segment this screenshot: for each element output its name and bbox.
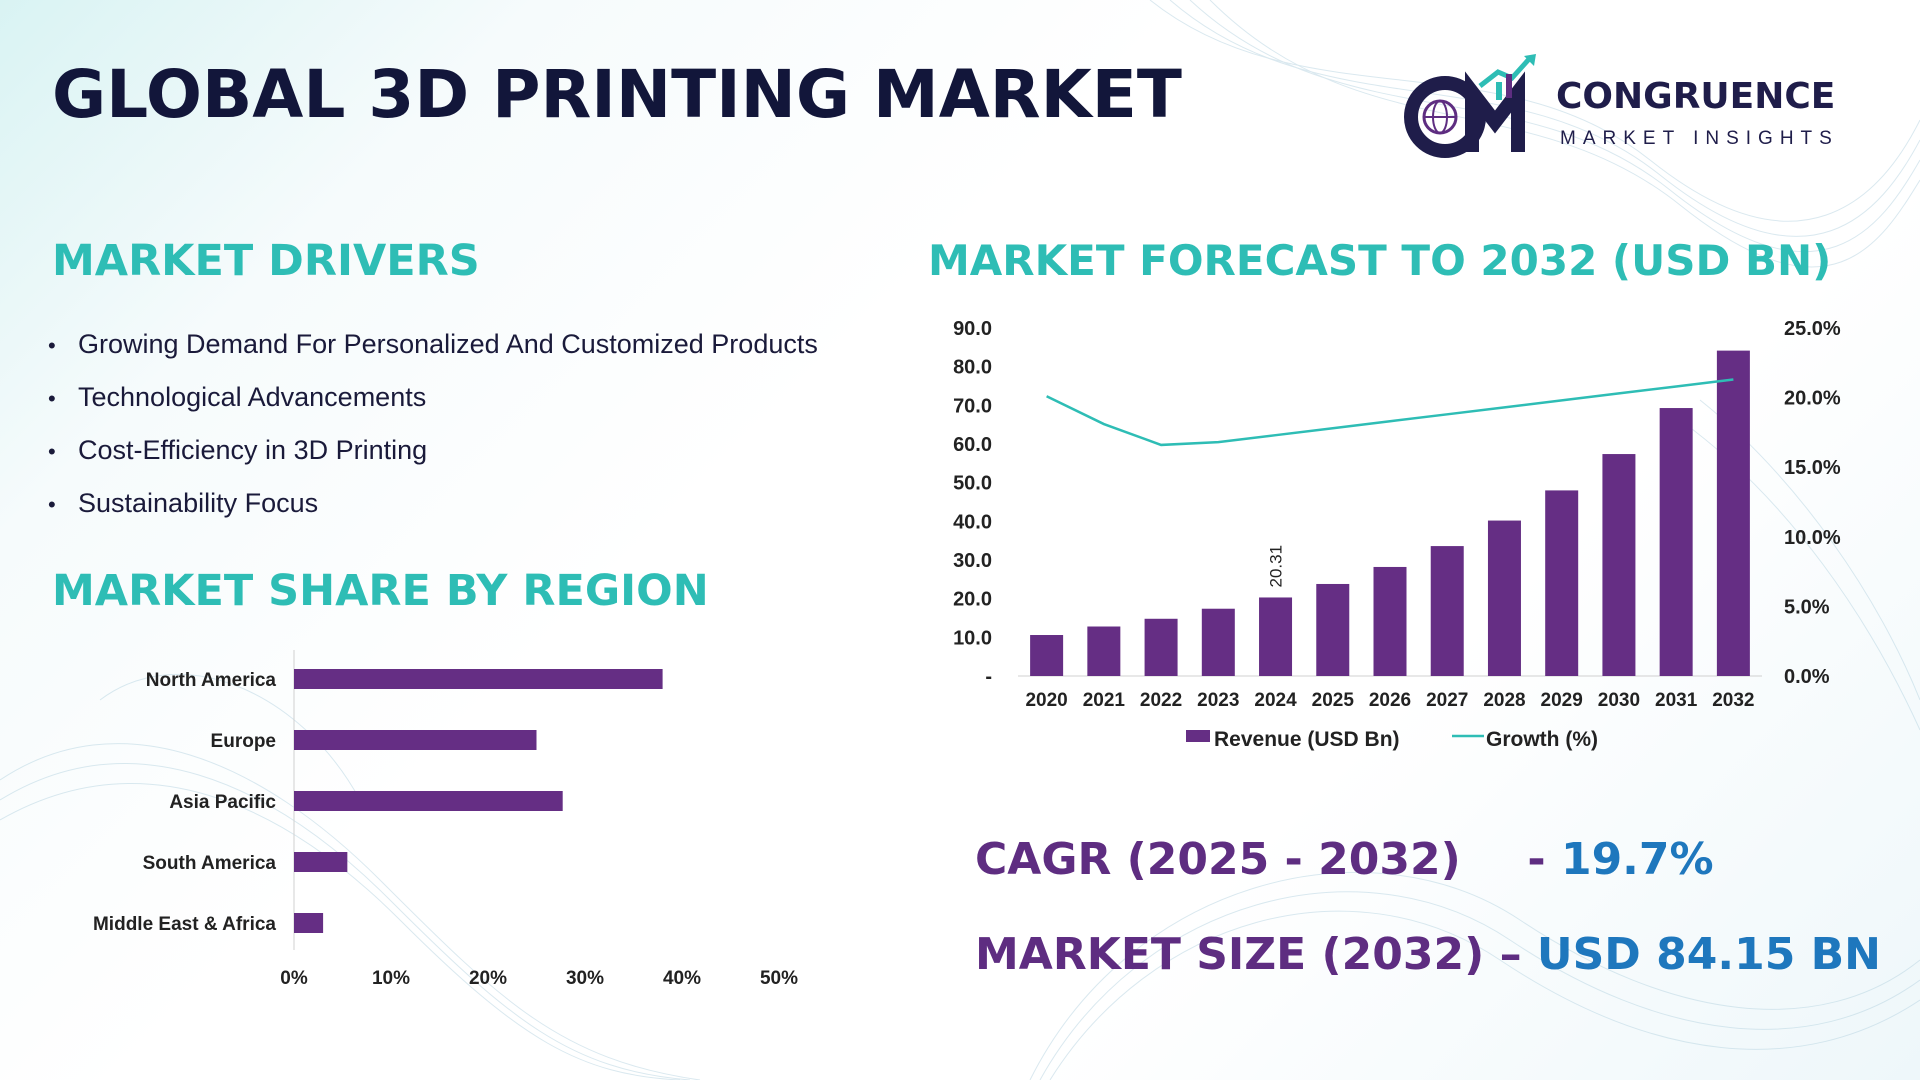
y-left-tick-label: 90.0	[953, 318, 992, 340]
bullet-icon: •	[48, 439, 56, 464]
x-tick-label: 2026	[1369, 690, 1411, 711]
driver-text: Sustainability Focus	[78, 488, 319, 518]
x-tick-label: 20%	[469, 968, 507, 989]
category-label: Asia Pacific	[169, 792, 276, 813]
bar	[1144, 618, 1178, 676]
x-tick-label: 2022	[1140, 690, 1182, 711]
list-item: • Sustainability Focus	[48, 485, 818, 538]
category-label: South America	[143, 853, 277, 874]
bar	[1259, 597, 1293, 676]
bullet-icon: •	[48, 333, 56, 358]
forecast-chart: - 10.0 20.0 30.0 40.0 50.0 60.0 70.0 80.0 90.0 0.0…	[953, 318, 1841, 751]
category-label: Middle East & Africa	[93, 914, 276, 935]
bar	[1602, 454, 1636, 676]
bar	[294, 730, 537, 750]
bar	[1545, 490, 1579, 676]
list-item: • Growing Demand For Personalized And Cus…	[48, 326, 818, 379]
bar	[1201, 608, 1235, 676]
y-left-tick-label: -	[985, 666, 992, 688]
x-tick-label: 2021	[1083, 690, 1126, 711]
x-tick-label: 2032	[1712, 690, 1754, 711]
x-tick-label: 50%	[760, 968, 798, 989]
bar	[1487, 520, 1521, 676]
bullet-icon: •	[48, 386, 56, 411]
x-tick-label: 0%	[280, 968, 308, 989]
page-title: GLOBAL 3D PRINTING MARKET	[52, 56, 1182, 133]
bar	[1430, 546, 1464, 676]
region-share-chart: North America Europe Asia Pacific South Ame…	[93, 650, 798, 989]
logo-mark-text: CM	[1400, 52, 1402, 53]
bar	[1087, 626, 1121, 676]
bar	[1716, 350, 1750, 676]
legend-swatch-revenue	[1186, 730, 1210, 742]
market-size-dash: –	[1499, 929, 1522, 980]
market-size-value: USD 84.15 BN	[1536, 929, 1882, 980]
bullet-icon: •	[48, 492, 56, 517]
cagr-label: CAGR (2025 - 2032)	[975, 834, 1461, 885]
driver-text: Growing Demand For Personalized And Cust…	[78, 329, 818, 359]
x-tick-label: 2029	[1541, 690, 1583, 711]
logo-wordmark: CONGRUENCE	[1556, 76, 1836, 117]
y-right-tick-label: 25.0%	[1784, 318, 1841, 340]
x-tick-label: 40%	[663, 968, 701, 989]
chart-legend: Revenue (USD Bn) Growth (%)	[1186, 728, 1598, 751]
list-item: • Cost-Efficiency in 3D Printing	[48, 432, 818, 485]
growth-line	[1046, 378, 1734, 447]
x-tick-label: 2027	[1426, 690, 1468, 711]
market-size-label: MARKET SIZE (2032)	[975, 929, 1485, 980]
market-share-region-title: MARKET SHARE BY REGION	[52, 566, 709, 616]
x-tick-label: 10%	[372, 968, 410, 989]
category-label: North America	[146, 670, 277, 691]
data-label: 20.31	[1267, 545, 1286, 588]
bar	[294, 669, 663, 689]
y-left-tick-label: 40.0	[953, 511, 992, 533]
bar	[294, 791, 563, 811]
y-right-tick-label: 0.0%	[1784, 666, 1830, 688]
cagr-dash: -	[1527, 834, 1546, 885]
x-tick-label: 2030	[1598, 690, 1640, 711]
cagr-value: 19.7%	[1560, 834, 1714, 885]
driver-text: Technological Advancements	[78, 382, 427, 412]
list-item: • Technological Advancements	[48, 379, 818, 432]
market-forecast-title: MARKET FORECAST TO 2032 (USD BN)	[928, 236, 1832, 285]
legend-label-revenue: Revenue (USD Bn)	[1214, 728, 1400, 751]
logo-mark-icon: CM	[1400, 52, 1536, 158]
drivers-list: • Growing Demand For Personalized And Cus…	[48, 326, 818, 538]
y-right-tick-label: 10.0%	[1784, 527, 1841, 549]
bar	[1316, 583, 1350, 676]
category-label: Europe	[211, 731, 276, 752]
x-tick-label: 2023	[1197, 690, 1239, 711]
y-left-tick-label: 60.0	[953, 434, 992, 456]
y-left-tick-label: 20.0	[953, 589, 992, 611]
bar	[294, 913, 324, 933]
market-size-kpi: MARKET SIZE (2032) – USD 84.15 BN	[975, 933, 1881, 977]
y-left-tick-label: 30.0	[953, 550, 992, 572]
x-tick-label: 2028	[1483, 690, 1525, 711]
company-logo: CM CONGRUENCE MARKET INSIGHTS	[1400, 52, 1880, 162]
driver-text: Cost-Efficiency in 3D Printing	[78, 435, 428, 465]
y-right-tick-label: 5.0%	[1784, 596, 1830, 618]
y-left-tick-label: 10.0	[953, 627, 992, 649]
x-tick-label: 30%	[566, 968, 604, 989]
y-left-tick-label: 50.0	[953, 473, 992, 495]
x-tick-label: 2020	[1025, 690, 1067, 711]
bar	[1030, 635, 1064, 676]
x-tick-label: 2025	[1312, 690, 1355, 711]
bar	[294, 852, 348, 872]
y-right-tick-label: 15.0%	[1784, 457, 1841, 479]
legend-label-growth: Growth (%)	[1486, 728, 1598, 751]
y-left-tick-label: 80.0	[953, 357, 992, 379]
bar	[1659, 408, 1693, 676]
logo-tagline: MARKET INSIGHTS	[1560, 128, 1839, 149]
y-left-tick-label: 70.0	[953, 395, 992, 417]
x-tick-label: 2031	[1655, 690, 1698, 711]
x-tick-label: 2024	[1254, 690, 1297, 711]
bar	[1373, 566, 1407, 676]
y-right-tick-label: 20.0%	[1784, 388, 1841, 410]
market-drivers-title: MARKET DRIVERS	[52, 236, 480, 286]
cagr-kpi: CAGR (2025 - 2032) - 19.7%	[975, 838, 1714, 882]
